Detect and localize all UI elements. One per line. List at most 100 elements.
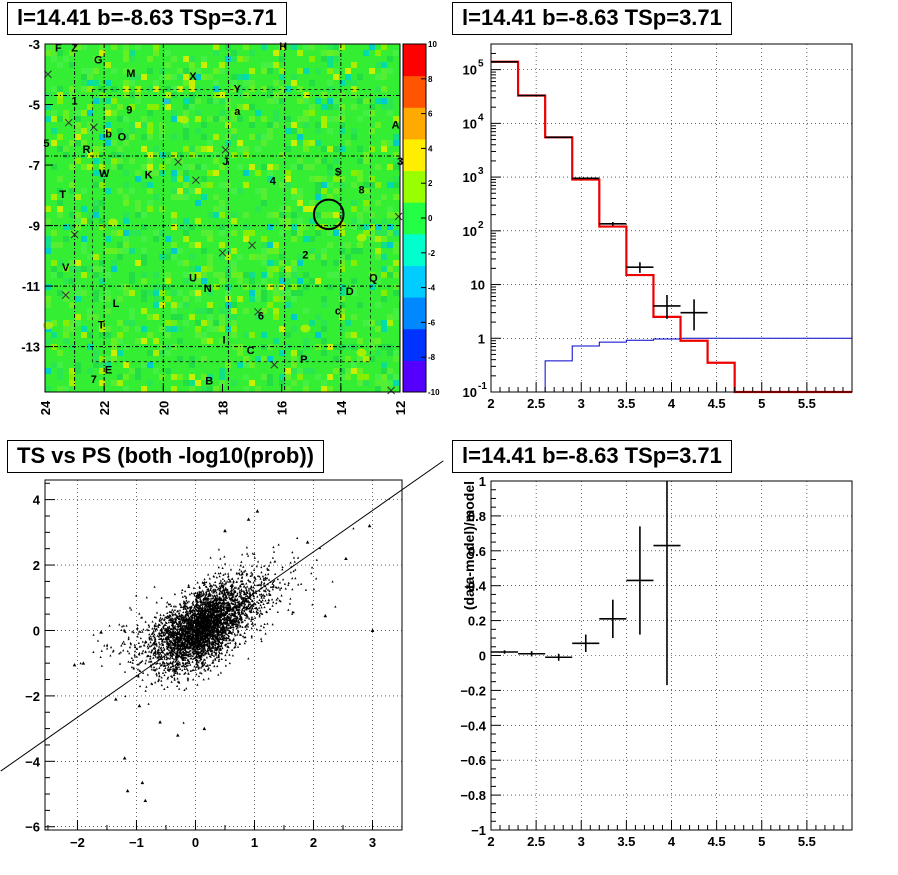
map-pixel	[153, 212, 159, 218]
map-pixel	[75, 212, 81, 218]
map-pixel	[291, 74, 297, 80]
map-pixel	[339, 230, 345, 236]
map-pixel	[129, 266, 135, 272]
map-pixel	[291, 218, 297, 224]
map-pixel	[255, 356, 261, 362]
map-pixel	[267, 176, 273, 182]
map-pixel	[45, 242, 51, 248]
map-pixel	[327, 272, 333, 278]
colorbar-band	[403, 233, 426, 266]
map-pixel	[135, 74, 141, 80]
map-pixel	[57, 152, 63, 158]
map-pixel	[99, 356, 105, 362]
residual-panel: 2 2.5 3 3.5 4 4.5 5 5.510.80.60.40.20−0.2−0.4−0…	[460, 474, 853, 849]
map-pixel	[147, 380, 153, 386]
map-pixel	[393, 182, 399, 188]
map-pixel	[51, 362, 57, 368]
map-pixel	[201, 332, 207, 338]
map-pixel	[99, 332, 105, 338]
map-pixel	[351, 80, 357, 86]
map-pixel	[201, 272, 207, 278]
map-pixel	[243, 362, 249, 368]
source-label: N	[204, 283, 212, 295]
map-pixel	[237, 74, 243, 80]
y-tick-label: -3	[28, 37, 40, 52]
map-pixel	[117, 248, 123, 254]
map-pixel	[87, 152, 93, 158]
map-pixel	[315, 188, 321, 194]
map-pixel	[45, 236, 51, 242]
map-pixel	[393, 350, 399, 356]
map-pixel	[105, 356, 111, 362]
map-pixel	[147, 200, 153, 206]
map-pixel	[51, 200, 57, 206]
map-pixel	[279, 254, 285, 260]
map-pixel	[261, 254, 267, 260]
map-pixel	[117, 242, 123, 248]
map-pixel	[87, 122, 93, 128]
map-pixel	[369, 236, 375, 242]
map-pixel	[75, 140, 81, 146]
map-pixel	[57, 350, 63, 356]
map-pixel	[231, 218, 237, 224]
map-pixel	[339, 110, 345, 116]
map-pixel	[177, 68, 183, 74]
map-pixel	[267, 152, 273, 158]
map-pixel	[147, 110, 153, 116]
map-pixel	[111, 86, 117, 92]
map-pixel	[309, 386, 315, 392]
map-pixel	[219, 224, 225, 230]
map-pixel	[153, 266, 159, 272]
map-pixel	[249, 158, 255, 164]
map-pixel	[51, 164, 57, 170]
model-series	[491, 60, 852, 394]
y-tick-label: −1	[471, 823, 486, 838]
map-pixel	[159, 122, 165, 128]
map-pixel	[309, 164, 315, 170]
scatter-point	[223, 528, 227, 533]
map-pixel	[231, 74, 237, 80]
map-pixel	[333, 68, 339, 74]
scatter-point	[99, 630, 103, 634]
map-pixel	[177, 374, 183, 380]
map-pixel	[351, 362, 357, 368]
map-pixel	[297, 68, 303, 74]
map-pixel	[219, 62, 225, 68]
source-cross	[218, 248, 227, 257]
map-pixel	[309, 278, 315, 284]
colorbar-tick-label: 0	[428, 214, 433, 223]
map-pixel	[51, 266, 57, 272]
map-pixel	[183, 68, 189, 74]
map-pixel	[147, 206, 153, 212]
map-pixel	[393, 212, 399, 218]
map-pixel	[171, 308, 177, 314]
map-pixel	[375, 374, 381, 380]
map-pixel	[333, 356, 339, 362]
y-tick-label: 10	[471, 278, 485, 293]
map-pixel	[201, 134, 207, 140]
map-pixel	[177, 176, 183, 182]
map-pixel	[207, 134, 213, 140]
map-pixel	[387, 380, 393, 386]
map-pixel	[273, 110, 279, 116]
map-pixel	[375, 320, 381, 326]
map-pixel	[309, 110, 315, 116]
map-pixel	[219, 368, 225, 374]
map-pixel	[375, 86, 381, 92]
colorbar-tick-label: -10	[428, 388, 440, 397]
map-pixel	[123, 290, 129, 296]
map-pixel	[285, 332, 291, 338]
map-pixel	[171, 116, 177, 122]
map-pixel	[261, 308, 267, 314]
map-pixel	[279, 260, 285, 266]
map-pixel	[99, 254, 105, 260]
map-pixel	[303, 386, 309, 392]
map-pixel	[285, 278, 291, 284]
map-pixel	[219, 308, 225, 314]
map-pixel	[219, 290, 225, 296]
map-pixel	[189, 380, 195, 386]
map-pixel	[123, 320, 129, 326]
map-pixel	[219, 326, 225, 332]
map-pixel	[183, 230, 189, 236]
source-label: J	[222, 156, 228, 168]
